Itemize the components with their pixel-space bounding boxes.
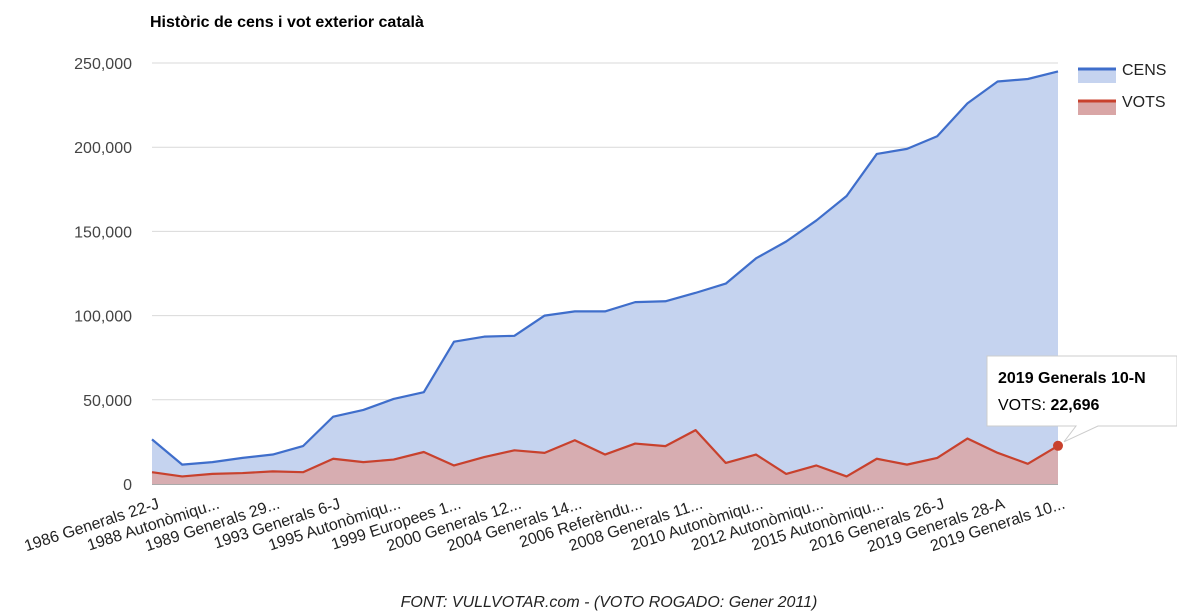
data-point-cens[interactable]: [754, 256, 758, 260]
data-point-cens[interactable]: [814, 218, 818, 222]
data-point-cens[interactable]: [965, 101, 969, 105]
data-point-vots[interactable]: [301, 470, 305, 474]
y-tick-label: 150,000: [74, 224, 132, 241]
data-point-cens[interactable]: [331, 415, 335, 419]
data-point-vots[interactable]: [845, 474, 849, 478]
data-point-cens[interactable]: [271, 453, 275, 457]
data-point-vots[interactable]: [603, 453, 607, 457]
y-tick-label: 50,000: [83, 393, 132, 410]
data-point-vots[interactable]: [452, 463, 456, 467]
data-point-vots[interactable]: [573, 438, 577, 442]
data-point-vots[interactable]: [814, 463, 818, 467]
data-point-cens[interactable]: [210, 460, 214, 464]
legend-label: CENS: [1122, 62, 1166, 79]
data-point-vots[interactable]: [361, 460, 365, 464]
data-point-cens[interactable]: [573, 309, 577, 313]
legend-swatch: [1078, 101, 1116, 115]
data-point-cens[interactable]: [482, 335, 486, 339]
legend-swatch: [1078, 69, 1116, 83]
data-point-cens[interactable]: [935, 134, 939, 138]
data-point-vots[interactable]: [392, 458, 396, 462]
data-point-vots[interactable]: [150, 470, 154, 474]
y-axis: 0 50,000 100,000 150,000 200,000 250,000: [74, 56, 132, 494]
data-point-cens[interactable]: [452, 340, 456, 344]
series-line-cens[interactable]: [151, 70, 1059, 466]
tooltip-body: VOTS: 22,696: [998, 397, 1099, 414]
data-point-vots[interactable]: [210, 472, 214, 476]
data-point-cens[interactable]: [845, 194, 849, 198]
data-point-cens[interactable]: [633, 300, 637, 304]
legend-item-vots[interactable]: VOTS: [1078, 94, 1166, 115]
plot-areas: [150, 69, 1060, 485]
legend: CENS VOTS: [1078, 62, 1166, 115]
data-point-cens[interactable]: [301, 444, 305, 448]
data-point-cens[interactable]: [543, 314, 547, 318]
tooltip-label: VOTS:: [998, 397, 1050, 414]
y-tick-label: 250,000: [74, 56, 132, 73]
data-point-cens[interactable]: [663, 299, 667, 303]
highlighted-point[interactable]: [1053, 440, 1063, 451]
data-point-vots[interactable]: [271, 469, 275, 473]
tooltip-box: [986, 355, 1177, 443]
data-point-vots[interactable]: [694, 428, 698, 432]
data-point-vots[interactable]: [935, 456, 939, 460]
tooltip: 2019 Generals 10-N VOTS: 22,696: [986, 355, 1177, 451]
data-point-cens[interactable]: [905, 147, 909, 151]
data-point-vots[interactable]: [633, 442, 637, 446]
data-point-vots[interactable]: [905, 463, 909, 467]
y-tick-label: 200,000: [74, 140, 132, 157]
data-point-vots[interactable]: [180, 474, 184, 478]
data-point-cens[interactable]: [1056, 69, 1060, 73]
tooltip-title: 2019 Generals 10-N: [998, 370, 1146, 387]
data-point-cens[interactable]: [361, 408, 365, 412]
data-point-cens[interactable]: [422, 390, 426, 394]
data-point-vots[interactable]: [996, 451, 1000, 455]
data-point-vots[interactable]: [512, 448, 516, 452]
data-point-cens[interactable]: [996, 80, 1000, 84]
data-point-cens[interactable]: [694, 291, 698, 295]
data-point-vots[interactable]: [754, 453, 758, 457]
data-point-vots[interactable]: [724, 461, 728, 465]
data-point-cens[interactable]: [150, 437, 154, 441]
y-tick-label: 100,000: [74, 309, 132, 326]
data-point-vots[interactable]: [663, 444, 667, 448]
data-point-cens[interactable]: [392, 397, 396, 401]
source-note: FONT: VULLVOTAR.com - (VOTO ROGADO: Gene…: [401, 594, 818, 611]
data-point-cens[interactable]: [241, 456, 245, 460]
data-point-cens[interactable]: [724, 282, 728, 286]
data-point-vots[interactable]: [331, 457, 335, 461]
tooltip-value: 22,696: [1050, 397, 1099, 414]
data-point-vots[interactable]: [1026, 462, 1030, 466]
legend-label: VOTS: [1122, 94, 1166, 111]
data-point-vots[interactable]: [965, 437, 969, 441]
data-point-vots[interactable]: [422, 450, 426, 454]
data-point-cens[interactable]: [180, 463, 184, 467]
series-area-cens: [152, 71, 1058, 485]
legend-item-cens[interactable]: CENS: [1078, 62, 1166, 83]
series-line-vots[interactable]: [151, 429, 1059, 478]
data-point-cens[interactable]: [603, 309, 607, 313]
data-point-vots[interactable]: [875, 457, 879, 461]
chart-title: Històric de cens i vot exterior català: [150, 14, 424, 31]
series-area-vots: [152, 430, 1058, 484]
y-tick-label: 0: [123, 477, 132, 494]
data-point-cens[interactable]: [875, 152, 879, 156]
data-point-vots[interactable]: [784, 472, 788, 476]
data-point-vots[interactable]: [241, 471, 245, 475]
data-point-vots[interactable]: [482, 455, 486, 459]
data-point-cens[interactable]: [784, 240, 788, 244]
data-point-cens[interactable]: [512, 334, 516, 338]
data-point-vots[interactable]: [543, 451, 547, 455]
data-point-cens[interactable]: [1026, 77, 1030, 81]
